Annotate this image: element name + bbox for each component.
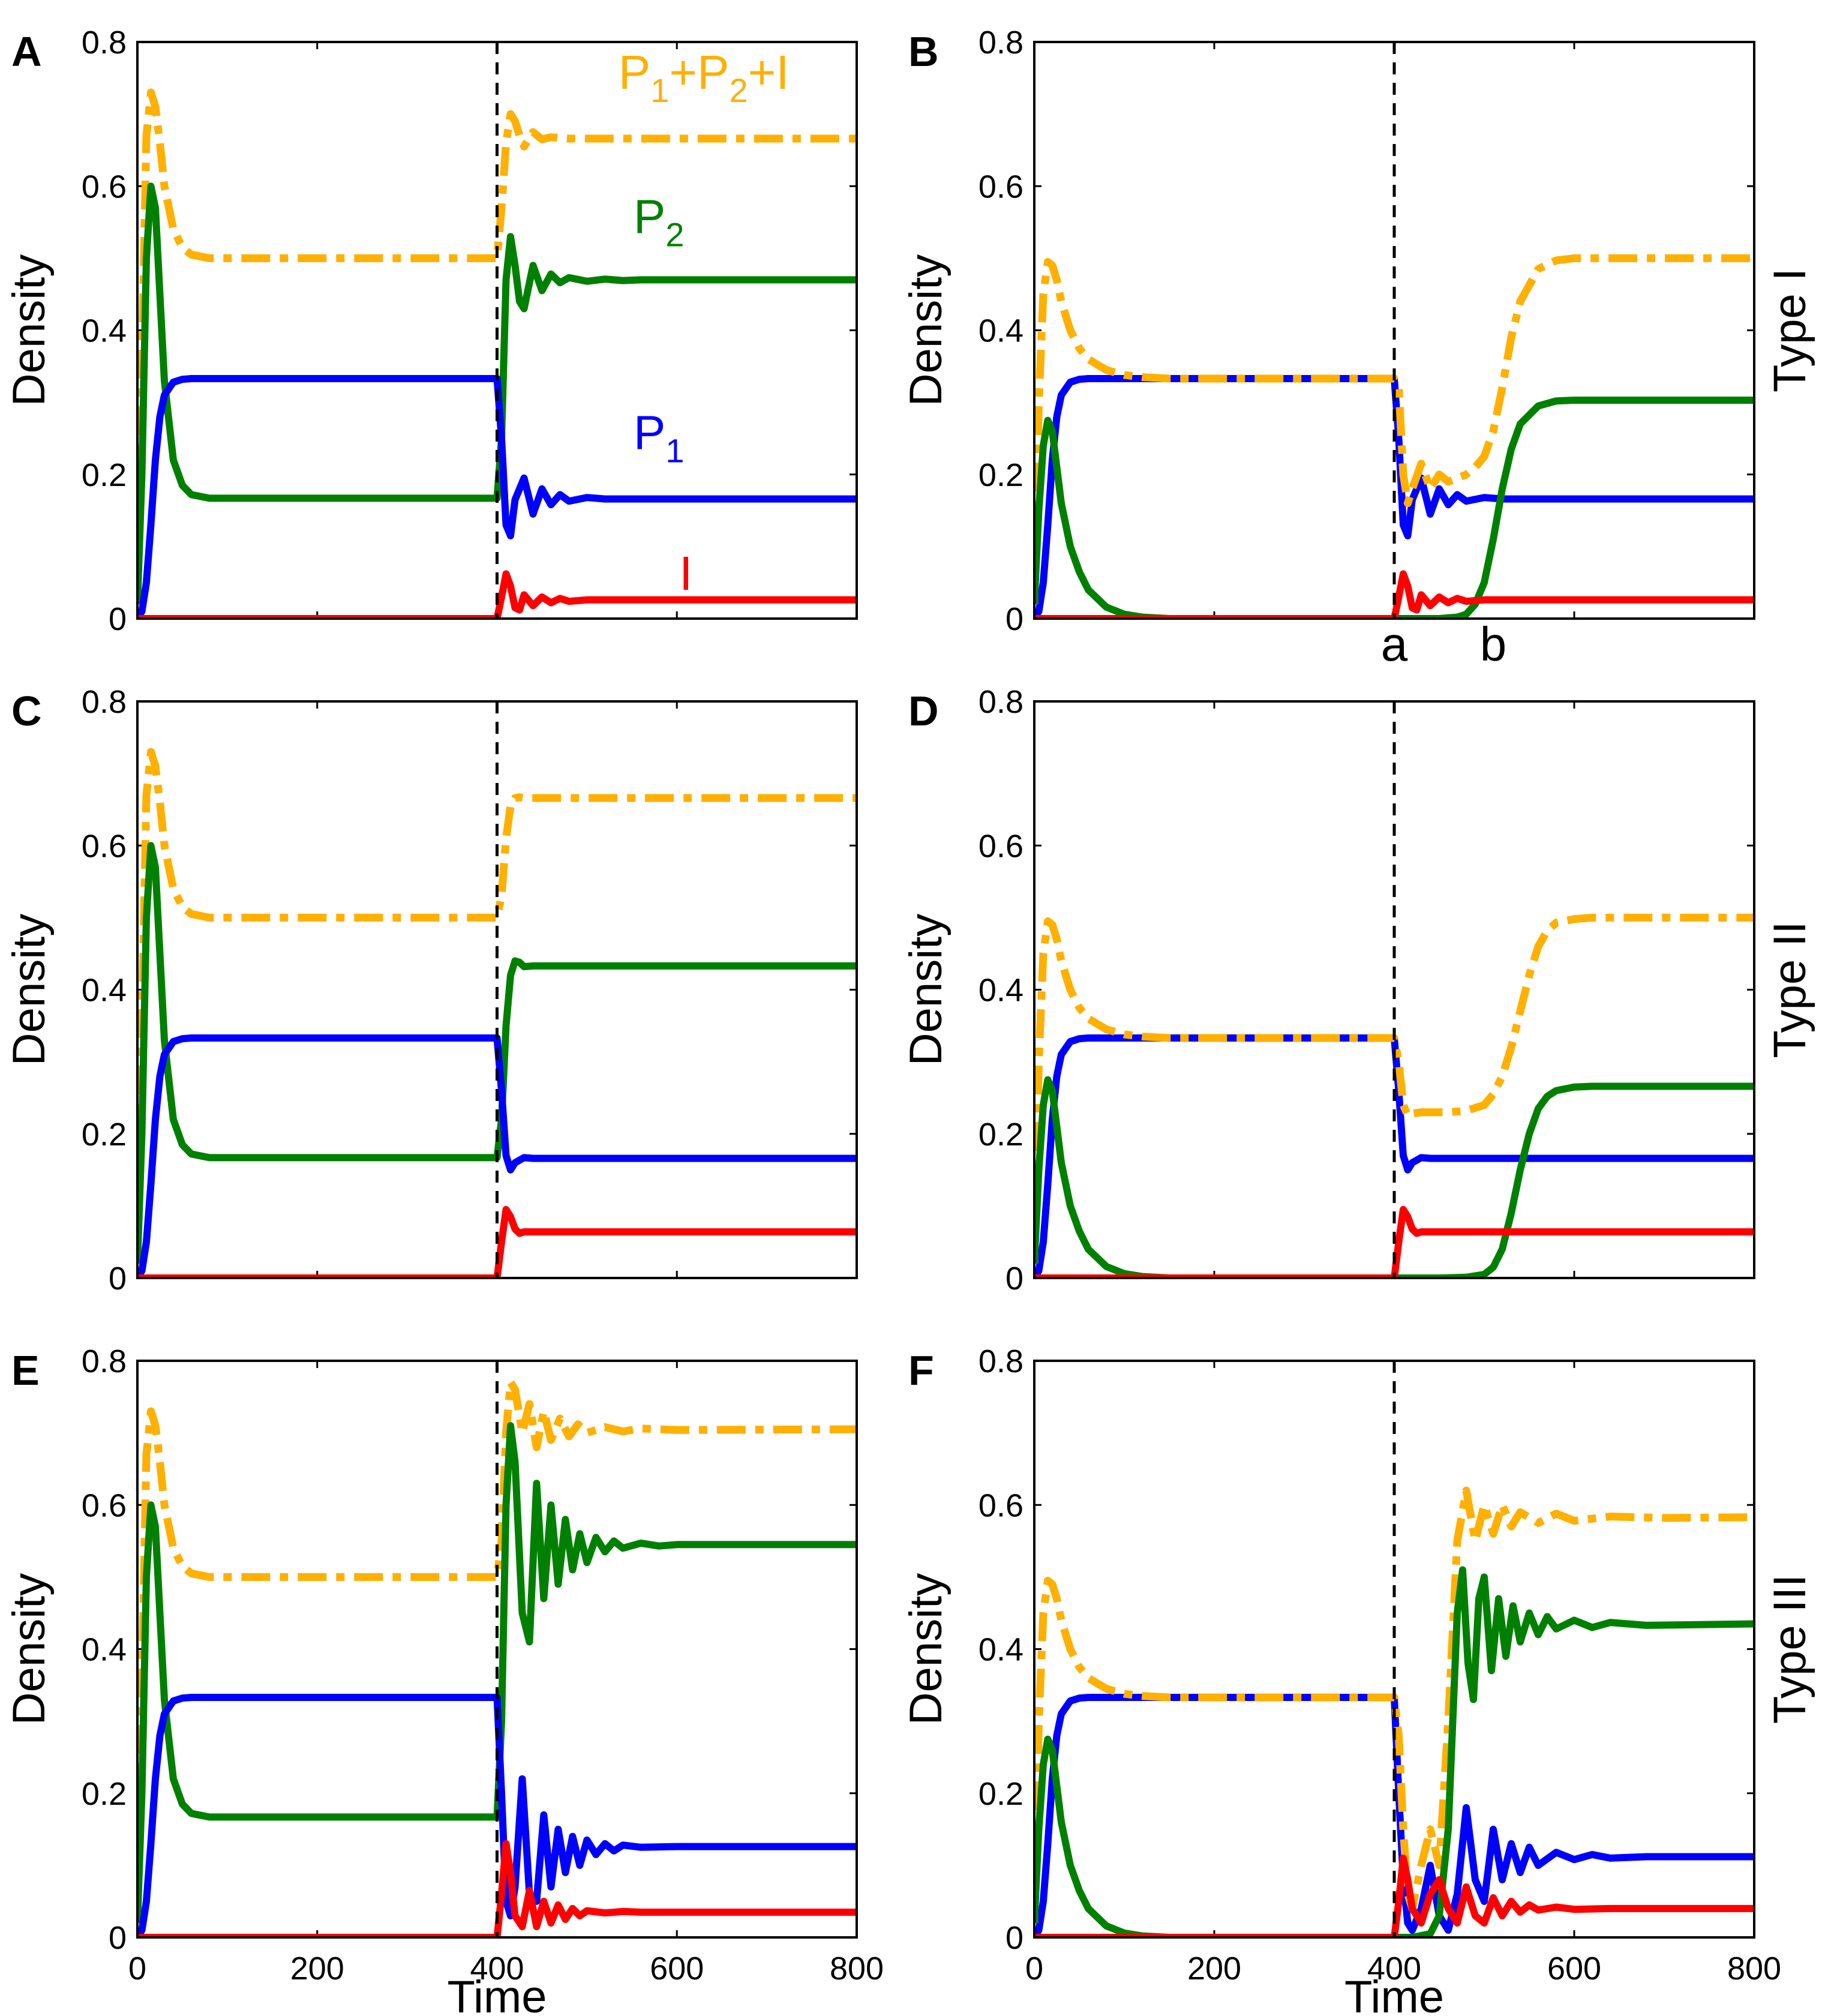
series-line-p1 (137, 1694, 857, 1937)
time-mark-a: a (1381, 617, 1408, 671)
x-tick-label: 0 (1025, 1951, 1043, 1987)
y-tick-label: 0.8 (978, 25, 1023, 61)
plot-frame (1033, 1360, 1755, 1939)
y-tick-label: 0.4 (82, 1632, 127, 1668)
panel-letter: F (908, 1347, 934, 1394)
x-tick-label: 200 (1187, 1951, 1241, 1987)
y-tick-label: 0.4 (82, 973, 127, 1009)
y-tick-label: 0.8 (82, 25, 127, 61)
x-tick-label: 600 (650, 1951, 704, 1987)
y-axis-title: Density (901, 914, 951, 1066)
panel-f: F 0 0.2 0.4 0.6 0.8 0 200 400 600 800 Density Time Ty… (901, 1343, 1815, 2016)
x-tick-label: 0 (128, 1951, 146, 1987)
series-line-p2 (137, 842, 857, 1264)
y-axis-title: Density (4, 914, 55, 1066)
y-tick-label: 0.8 (978, 684, 1023, 720)
series-line-i (137, 570, 857, 619)
panel-b: B 0 0.2 0.4 0.6 0.8 Density Type I a b (901, 25, 1815, 671)
x-tick-label: 800 (830, 1951, 884, 1987)
panel-letter: B (908, 28, 939, 75)
time-mark-b: b (1480, 617, 1507, 671)
series-annotation: P1 (634, 406, 685, 470)
y-tick-label: 0.2 (82, 1776, 127, 1812)
y-tick-label: 0.4 (978, 1632, 1023, 1668)
row-type-label: Type I (1764, 268, 1815, 392)
panel-letter: D (908, 688, 939, 734)
plot-frame (1033, 700, 1755, 1279)
plot-frame (136, 1360, 858, 1939)
row-type-label: Type II (1764, 921, 1815, 1058)
y-tick-label: 0.2 (978, 1117, 1023, 1153)
series-line-p2 (1034, 1566, 1754, 1937)
y-tick-label: 0.8 (978, 1343, 1023, 1379)
series-line-total (137, 88, 857, 605)
series-line-p1 (137, 1034, 857, 1278)
y-tick-label: 0 (109, 1920, 127, 1956)
y-tick-label: 0 (109, 1261, 127, 1297)
series-line-i (137, 1840, 857, 1937)
panel-letter: A (11, 28, 42, 75)
series-line-i (1034, 1854, 1754, 1937)
x-tick-label: 800 (1727, 1951, 1781, 1987)
y-tick-label: 0.2 (82, 1117, 127, 1153)
panel-c: C 0 0.2 0.4 0.6 0.8 Density (4, 684, 858, 1297)
y-tick-label: 0 (1005, 1261, 1023, 1297)
y-tick-label: 0.4 (978, 313, 1023, 349)
x-axis-title: Time (447, 1972, 547, 2016)
y-tick-label: 0.4 (978, 973, 1023, 1009)
plot-frame (1033, 41, 1755, 620)
y-tick-label: 0.4 (82, 313, 127, 349)
y-tick-label: 0.6 (82, 169, 127, 205)
y-tick-label: 0 (109, 601, 127, 637)
series-line-p2 (137, 1422, 857, 1924)
y-axis-title: Density (4, 254, 55, 406)
row-type-label: Type III (1764, 1574, 1815, 1724)
series-line-i (1034, 570, 1754, 619)
series-line-p2 (137, 182, 857, 605)
x-tick-label: 400 (1367, 1951, 1421, 1987)
x-tick-label: 600 (1547, 1951, 1601, 1987)
y-axis-title: Density (901, 1573, 951, 1725)
series-annotation: P1+P2+I (619, 46, 790, 109)
series-line-total (1034, 254, 1754, 605)
y-axis-title: Density (4, 1573, 55, 1725)
y-tick-label: 0.8 (82, 684, 127, 720)
plot-frame (136, 700, 858, 1279)
y-tick-label: 0.2 (978, 1776, 1023, 1812)
series-annotation: P2 (634, 190, 685, 253)
x-tick-label: 200 (290, 1951, 344, 1987)
y-tick-label: 0.6 (82, 1487, 127, 1523)
y-tick-label: 0.2 (978, 457, 1023, 493)
y-tick-label: 0.8 (82, 1343, 127, 1379)
panel-d: D 0 0.2 0.4 0.6 0.8 Density Type II (901, 684, 1815, 1297)
series-line-p1 (137, 375, 857, 619)
series-line-i (1034, 1205, 1754, 1278)
y-axis-title: Density (901, 254, 951, 406)
series-line-i (137, 1205, 857, 1278)
panel-a: A 0 0.2 0.4 0.6 0.8 Density P1+P2+I P2 P1 I (4, 25, 858, 637)
series-line-total (1034, 913, 1754, 1264)
y-tick-label: 0.2 (82, 457, 127, 493)
series-line-p2 (1034, 1076, 1754, 1278)
y-tick-label: 0.6 (978, 1487, 1023, 1523)
x-axis-title: Time (1344, 1972, 1444, 2016)
x-tick-label: 400 (470, 1951, 524, 1987)
plot-frame (136, 41, 858, 620)
y-tick-label: 0.6 (978, 828, 1023, 864)
series-line-p1 (1034, 1034, 1754, 1278)
y-tick-label: 0 (1005, 1920, 1023, 1956)
series-line-p2 (1034, 397, 1754, 619)
y-tick-label: 0 (1005, 601, 1023, 637)
y-tick-label: 0.6 (978, 169, 1023, 205)
panel-letter: E (11, 1347, 40, 1394)
series-annotation: I (679, 547, 692, 600)
panel-letter: C (11, 688, 42, 734)
series-line-total (137, 748, 857, 1264)
panel-e: E 0 0.2 0.4 0.6 0.8 0 200 400 600 800 Density Time (4, 1343, 884, 2016)
y-tick-label: 0.6 (82, 828, 127, 864)
